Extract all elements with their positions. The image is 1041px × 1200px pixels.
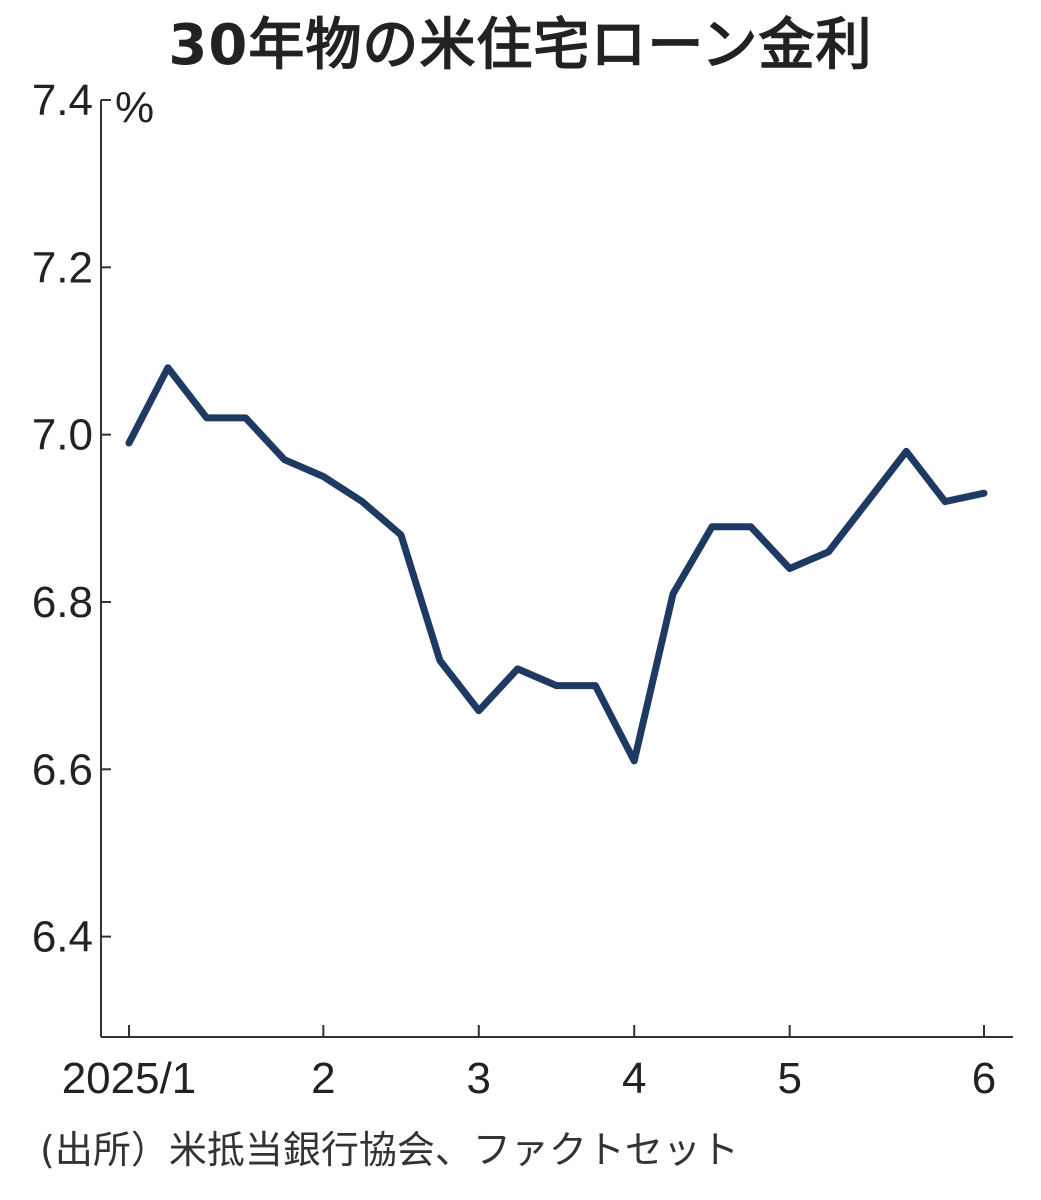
data-point	[905, 450, 907, 452]
y-tick-label: 7.4	[32, 76, 93, 125]
data-point	[478, 710, 480, 712]
data-point	[400, 534, 402, 536]
data-point	[944, 501, 946, 503]
data-point	[633, 760, 635, 762]
series-line	[125, 364, 988, 765]
data-point	[284, 459, 285, 461]
y-tick-label: 7.0	[32, 411, 93, 460]
x-tick-label: 2025/1	[62, 1054, 197, 1103]
y-axis-unit: %	[115, 83, 154, 132]
y-tick-label: 7.2	[32, 243, 93, 292]
data-point	[828, 551, 829, 553]
data-point	[594, 685, 596, 687]
data-point	[517, 668, 519, 670]
data-point	[322, 476, 324, 477]
x-tick-label: 6	[972, 1054, 996, 1103]
data-point	[167, 367, 169, 369]
data-point	[245, 417, 247, 419]
data-point	[750, 526, 752, 528]
y-axis-ticks: 6.4 6.6 6.8 7.0 7.2 7.4	[32, 76, 111, 962]
data-point	[439, 660, 441, 661]
data-point	[672, 593, 674, 595]
data-point	[866, 501, 868, 503]
data-point	[789, 568, 791, 569]
data-point	[361, 501, 363, 503]
x-tick-label: 4	[622, 1054, 646, 1103]
data-point	[206, 417, 208, 419]
chart-title: 30年物の米住宅ローン金利	[168, 13, 873, 78]
data-point	[711, 526, 713, 528]
data-point	[556, 685, 557, 687]
x-axis-ticks: 2025/1 2 3 4 5 6	[62, 1025, 996, 1103]
y-tick-label: 6.4	[32, 913, 93, 962]
data-point	[128, 442, 130, 444]
x-tick-label: 3	[467, 1054, 491, 1103]
data-point	[983, 492, 985, 494]
x-tick-label: 2	[311, 1054, 335, 1103]
line-chart: 6.4 6.6 6.8 7.0 7.2 7.4 2025/1 2 3 4 5 6 %	[32, 76, 1013, 1103]
x-tick-label: 5	[777, 1054, 801, 1103]
y-tick-label: 6.8	[32, 578, 93, 627]
source-note: (出所）米抵当銀行協会、ファクトセット	[40, 1128, 739, 1172]
series-group	[125, 364, 988, 765]
y-tick-label: 6.6	[32, 745, 93, 794]
chart-axes	[100, 100, 1013, 1038]
